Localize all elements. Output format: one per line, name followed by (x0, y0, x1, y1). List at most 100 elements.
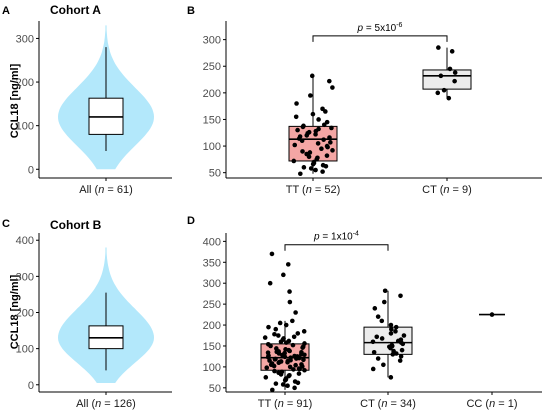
data-point (294, 101, 299, 106)
data-point (265, 342, 271, 347)
data-point (371, 349, 377, 355)
p-value-annotation: p = 1x10-4 (313, 231, 359, 243)
y-tick-label: 200 (203, 320, 221, 332)
y-tick-label: 100 (203, 362, 221, 374)
data-point (320, 169, 325, 174)
data-point (278, 359, 284, 364)
data-point (288, 355, 293, 360)
data-point (381, 299, 387, 305)
data-point (296, 366, 302, 371)
y-tick-label: 150 (203, 114, 221, 126)
data-point (452, 78, 457, 84)
panel-label-c: C (2, 218, 10, 230)
plot-area-b: 50 100 150 200 250 300 TT (n = 52) CT (n = 9) p … (203, 21, 542, 196)
x-tick-label: All (n = 126) (76, 398, 136, 410)
data-point (372, 306, 378, 311)
data-point (272, 331, 277, 337)
data-point (438, 73, 444, 79)
data-point (374, 334, 380, 340)
data-point (270, 387, 275, 393)
y-tick-label: 50 (209, 168, 221, 180)
data-point (300, 149, 305, 154)
data-point (393, 329, 398, 334)
data-point (330, 85, 335, 90)
data-point (262, 335, 268, 340)
data-point (292, 142, 298, 148)
data-point (327, 135, 332, 140)
data-point (287, 372, 292, 378)
data-point (298, 171, 303, 177)
data-point (449, 49, 455, 54)
y-tick-label: 200 (16, 308, 34, 320)
data-point (276, 333, 281, 338)
data-point (283, 322, 289, 328)
panel-c: C Cohort B CCL18 [ng/ml] 0 100 200 300 400 Al… (2, 218, 172, 410)
data-point (273, 381, 279, 386)
data-point (264, 365, 270, 371)
data-point (286, 338, 292, 344)
data-point (291, 334, 297, 340)
data-point (319, 146, 324, 152)
data-point (452, 70, 458, 75)
data-point (293, 310, 298, 315)
data-point (441, 87, 447, 93)
data-point (489, 312, 495, 317)
data-point (293, 362, 298, 368)
data-point (301, 165, 307, 170)
data-point (292, 379, 298, 384)
y-tick-label: 0 (28, 164, 34, 176)
data-point (316, 126, 321, 132)
data-point (293, 114, 299, 120)
data-point (301, 357, 306, 363)
data-point (273, 356, 278, 362)
y-tick-label: 300 (16, 271, 34, 283)
data-point (435, 90, 441, 96)
data-point (313, 167, 318, 173)
data-point (316, 117, 321, 122)
data-point (399, 347, 405, 353)
data-point (370, 339, 376, 345)
data-point (295, 127, 300, 133)
x-tick-label: TT (n = 52) (286, 184, 341, 196)
data-point (301, 329, 307, 334)
y-tick-label: 400 (203, 236, 221, 248)
data-point (320, 162, 326, 168)
data-point (315, 155, 320, 161)
data-point (324, 143, 330, 149)
data-point (302, 341, 307, 346)
y-tick-label: 0 (28, 380, 34, 392)
p-value-annotation: p = 5x10-6 (357, 22, 403, 34)
data-point (328, 140, 333, 145)
panel-a: A Cohort A CCL18 [ng/ml] 0 100 200 300 All (… (2, 3, 172, 196)
data-point (263, 375, 269, 380)
panel-title-a: Cohort A (50, 3, 101, 17)
data-point (292, 385, 297, 391)
data-point (279, 369, 285, 375)
data-point (310, 111, 316, 117)
data-point (320, 106, 325, 112)
data-point (296, 371, 302, 376)
y-axis-label-c: CCL18 [ng/ml] (9, 274, 21, 349)
data-point (277, 320, 283, 326)
y-tick-label: 100 (16, 121, 34, 133)
data-point (382, 288, 388, 294)
y-tick-label: 250 (203, 299, 221, 311)
y-tick-label: 100 (16, 344, 34, 356)
data-point (398, 337, 404, 342)
data-point (309, 73, 315, 79)
panel-title-c: Cohort B (50, 218, 102, 232)
panel-label-b: B (187, 5, 195, 17)
y-tick-label: 400 (16, 235, 34, 247)
x-tick-label: CT (n = 34) (360, 398, 416, 410)
data-point (375, 314, 381, 319)
y-tick-label: 50 (209, 383, 221, 395)
y-tick-label: 100 (203, 141, 221, 153)
x-tick-label: TT (n = 91) (258, 398, 313, 410)
data-point (329, 125, 334, 131)
data-point (308, 93, 313, 98)
y-tick-label: 200 (203, 88, 221, 100)
data-point (315, 141, 321, 146)
data-point (281, 272, 286, 278)
data-point (295, 331, 301, 336)
